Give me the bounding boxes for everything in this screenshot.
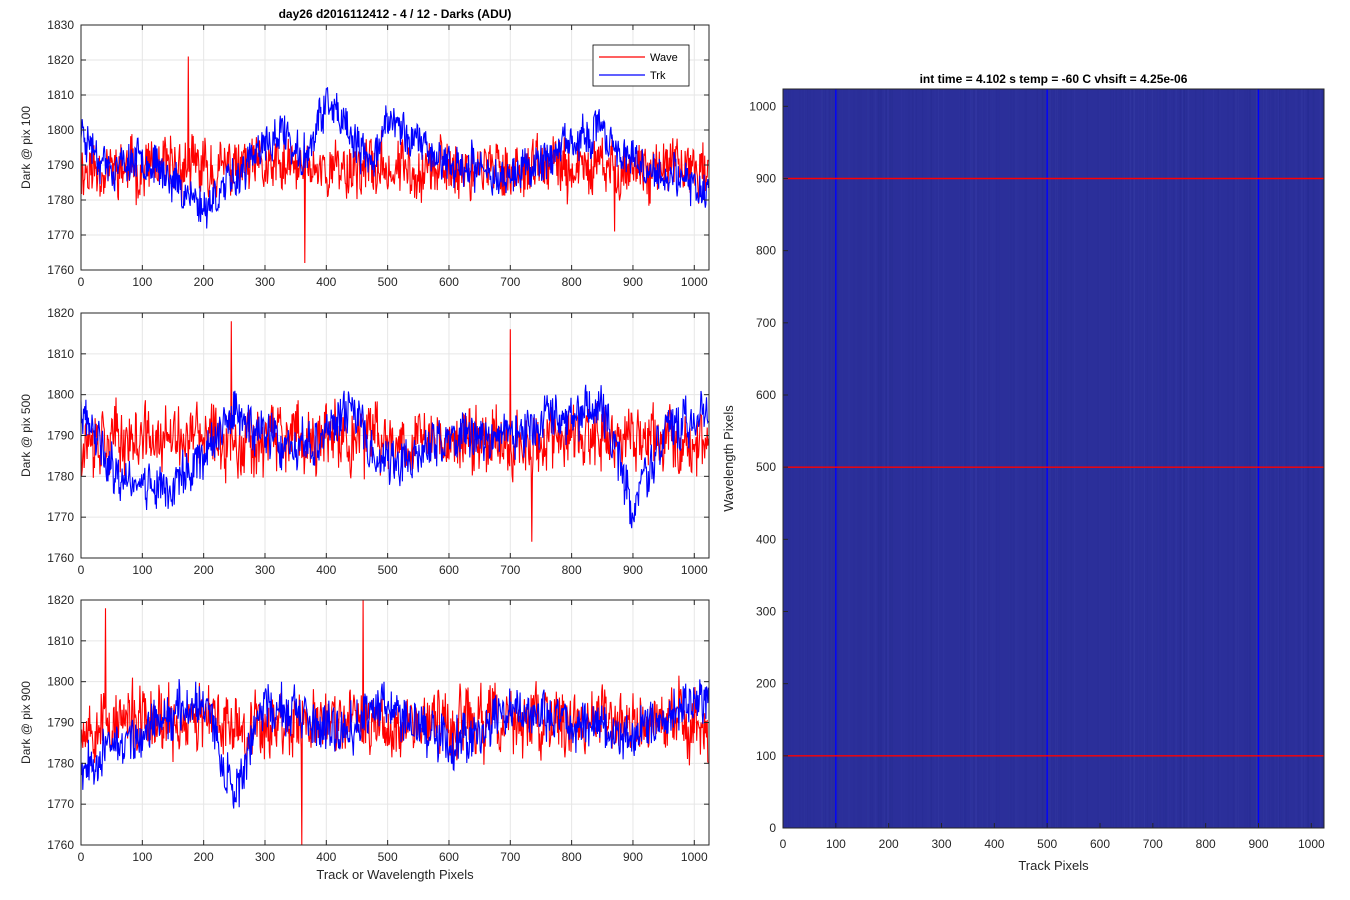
x-axis-label: Track or Wavelength Pixels <box>316 867 474 882</box>
x-tick-label: 700 <box>500 563 520 577</box>
x-tick-label: 900 <box>623 275 643 289</box>
y-axis-label: Dark @ pix 100 <box>19 106 33 189</box>
x-tick-label: 200 <box>879 837 899 851</box>
x-tick-label: 400 <box>316 850 336 864</box>
x-tick-label: 500 <box>378 275 398 289</box>
x-tick-label: 0 <box>78 275 85 289</box>
axes-frame <box>782 88 1325 829</box>
x-tick-label: 300 <box>255 850 275 864</box>
image-background <box>783 89 1324 828</box>
y-tick-label: 1800 <box>47 675 74 689</box>
x-tick-label: 500 <box>1037 837 1057 851</box>
x-tick-label: 400 <box>316 275 336 289</box>
series-wave-line <box>80 56 709 264</box>
x-tick-label: 200 <box>194 275 214 289</box>
x-tick-label: 0 <box>780 837 787 851</box>
x-tick-label: 400 <box>984 837 1004 851</box>
x-tick-label: 600 <box>1090 837 1110 851</box>
series-trk-line <box>80 679 709 809</box>
x-tick-label: 800 <box>562 275 582 289</box>
y-tick-label: 1780 <box>47 756 74 770</box>
x-tick-label: 600 <box>439 850 459 864</box>
y-tick-label: 1760 <box>47 551 74 565</box>
y-tick-label: 1770 <box>47 510 74 524</box>
y-axis-label: Dark @ pix 500 <box>19 394 33 477</box>
y-axis-label: Wavelength Pixels <box>721 405 736 512</box>
series-trk-line <box>80 87 709 229</box>
line-plot-pix-500: 0 100 200 300 400 500 600 700 800 900 1000 1760 1770… <box>19 306 710 577</box>
y-tick-label: 1790 <box>47 716 74 730</box>
x-tick-label: 800 <box>1196 837 1216 851</box>
y-tick-label: 1000 <box>749 99 776 113</box>
x-tick-label: 600 <box>439 563 459 577</box>
y-tick-label: 1810 <box>47 634 74 648</box>
x-tick-label: 0 <box>78 563 85 577</box>
axes-frame <box>80 24 710 271</box>
series-trk-line <box>80 384 709 529</box>
y-tick-label: 1800 <box>47 388 74 402</box>
x-tick-label: 1000 <box>681 275 708 289</box>
x-tick-label: 300 <box>931 837 951 851</box>
y-tick-label: 1790 <box>47 158 74 172</box>
x-tick-label: 800 <box>562 850 582 864</box>
y-tick-label: 1830 <box>47 18 74 32</box>
y-tick-label: 1820 <box>47 306 74 320</box>
x-axis-label: Track Pixels <box>1018 858 1089 873</box>
y-tick-label: 1780 <box>47 469 74 483</box>
y-tick-label: 1760 <box>47 838 74 852</box>
x-tick-label: 1000 <box>1298 837 1325 851</box>
y-tick-label: 700 <box>756 316 776 330</box>
y-tick-label: 1810 <box>47 347 74 361</box>
x-tick-label: 200 <box>194 850 214 864</box>
y-tick-label: 1810 <box>47 88 74 102</box>
x-tick-label: 700 <box>500 275 520 289</box>
x-tick-label: 900 <box>623 850 643 864</box>
figure-title: day26 d2016112412 - 4 / 12 - Darks (ADU) <box>279 7 512 21</box>
x-tick-label: 800 <box>562 563 582 577</box>
line-plot-pix-900: 0 100 200 300 400 500 600 700 800 900 1000 1760 1770… <box>19 593 710 882</box>
legend-trk-label: Trk <box>650 70 666 82</box>
x-tick-label: 1000 <box>681 563 708 577</box>
x-tick-label: 100 <box>132 275 152 289</box>
legend: Wave Trk <box>592 44 690 87</box>
y-tick-label: 300 <box>756 604 776 618</box>
y-tick-label: 200 <box>756 677 776 691</box>
y-tick-label: 1760 <box>47 263 74 277</box>
x-tick-label: 600 <box>439 275 459 289</box>
y-axis-label: Dark @ pix 900 <box>19 681 33 764</box>
x-tick-label: 500 <box>378 563 398 577</box>
y-tick-label: 1800 <box>47 123 74 137</box>
x-tick-label: 900 <box>623 563 643 577</box>
x-tick-label: 400 <box>316 563 336 577</box>
y-tick-label: 800 <box>756 244 776 258</box>
x-tick-label: 500 <box>378 850 398 864</box>
x-tick-label: 300 <box>255 563 275 577</box>
dark-image-heatmap: 0 100 200 300 400 500 600 700 800 900 1000 0 100 200 3… <box>721 72 1325 873</box>
y-tick-label: 600 <box>756 388 776 402</box>
x-tick-label: 100 <box>132 563 152 577</box>
y-tick-label: 1820 <box>47 53 74 67</box>
x-tick-label: 300 <box>255 275 275 289</box>
x-tick-label: 900 <box>1248 837 1268 851</box>
heatmap-title: int time = 4.102 s temp = -60 C vhsift =… <box>920 72 1188 86</box>
x-tick-label: 100 <box>132 850 152 864</box>
y-tick-label: 100 <box>756 749 776 763</box>
x-tick-label: 200 <box>194 563 214 577</box>
y-tick-label: 500 <box>756 460 776 474</box>
y-tick-label: 0 <box>769 821 776 835</box>
x-tick-label: 0 <box>78 850 85 864</box>
x-tick-label: 100 <box>826 837 846 851</box>
x-tick-label: 700 <box>500 850 520 864</box>
x-tick-label: 1000 <box>681 850 708 864</box>
legend-wave-label: Wave <box>650 52 678 64</box>
x-tick-label: 700 <box>1143 837 1163 851</box>
y-tick-label: 1770 <box>47 797 74 811</box>
y-tick-label: 400 <box>756 532 776 546</box>
y-tick-label: 1770 <box>47 228 74 242</box>
y-tick-label: 1780 <box>47 193 74 207</box>
y-tick-label: 1820 <box>47 593 74 607</box>
y-tick-label: 900 <box>756 171 776 185</box>
y-tick-label: 1790 <box>47 429 74 443</box>
